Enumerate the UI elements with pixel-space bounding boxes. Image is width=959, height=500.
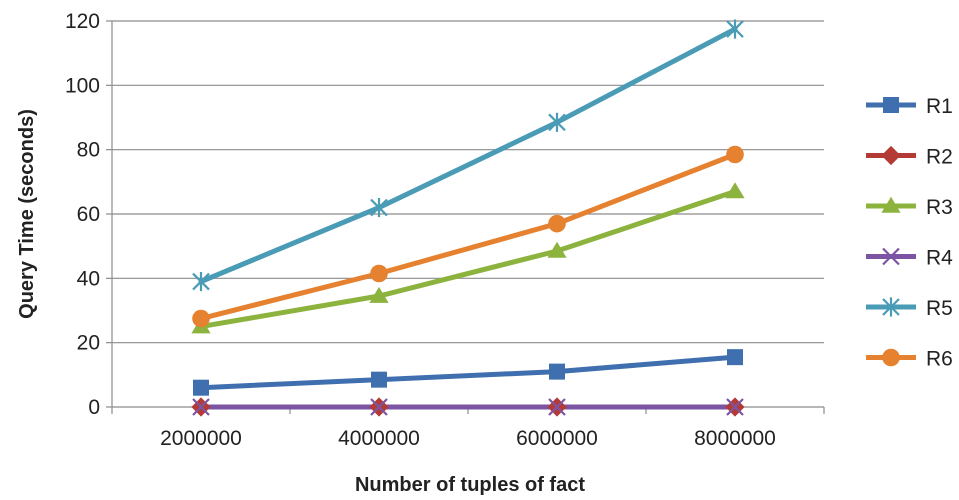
legend-label: R6 [926,348,953,371]
data-point [548,112,566,132]
data-point [370,398,388,416]
legend-item-r6: R6 [866,348,953,371]
legend-item-r5: R5 [866,297,953,320]
data-point [369,286,389,303]
data-point [192,398,210,416]
y-tick-label: 80 [77,139,100,162]
data-point [371,371,387,388]
y-tick-label: 0 [88,396,100,419]
y-tick-label: 60 [77,203,100,226]
y-tick-label: 120 [65,10,100,33]
x-tick-label: 6000000 [516,427,598,450]
data-point [192,309,210,328]
data-point [192,271,210,292]
data-point [370,264,388,283]
y-tick-label: 20 [77,332,100,355]
legend-item-r1: R1 [866,95,953,118]
legend-item-r4: R4 [866,247,953,270]
data-point [193,379,209,396]
series-line-r1 [198,354,738,391]
data-point [370,197,388,218]
data-point [547,241,567,258]
data-point [725,182,745,199]
legend-item-r3: R3 [866,196,953,219]
legend-marker [882,348,900,367]
series-line-r5 [198,26,738,285]
legend-marker [882,247,900,266]
legend-item-r2: R2 [866,146,953,169]
data-point [726,398,744,416]
legend-label: R5 [926,297,953,320]
legend-label: R1 [926,95,953,118]
x-tick-label: 8000000 [694,427,776,450]
y-axis-title: Query Time (seconds) [16,109,38,319]
y-tick-label: 100 [65,74,100,97]
legend-label: R2 [926,146,953,169]
y-tick-label: 40 [77,267,100,290]
data-point [548,398,566,416]
data-point [727,349,743,366]
legend-label: R4 [926,247,953,270]
legend-label: R3 [926,196,953,219]
series-line-r3 [198,188,738,330]
series-line-r6 [198,151,738,322]
data-point [726,145,744,164]
data-point [548,214,566,233]
legend-marker [881,145,901,166]
x-tick-label: 2000000 [160,427,242,450]
data-point [549,363,565,380]
x-axis-title: Number of tuples of fact [355,474,585,496]
legend-marker [883,97,899,113]
data-point [726,19,744,39]
legend-marker [882,297,900,317]
legend-marker [881,196,901,213]
x-tick-label: 4000000 [338,427,420,450]
